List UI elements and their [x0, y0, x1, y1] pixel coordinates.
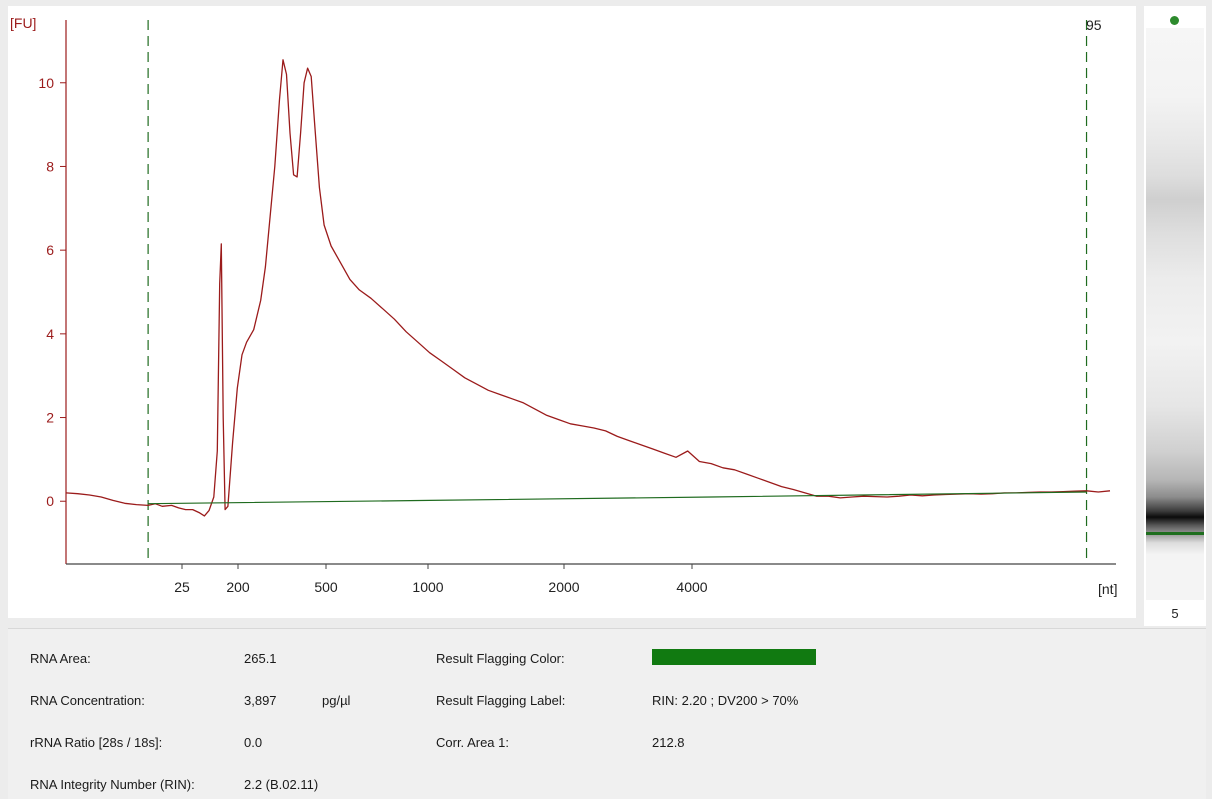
gel-band-strip — [1146, 28, 1204, 600]
x-tick-label: 500 — [314, 579, 338, 595]
rna-area-label: RNA Area: — [30, 651, 91, 666]
corr-area-value: 212.8 — [652, 735, 685, 750]
result-flagging-label-label: Result Flagging Label: — [436, 693, 566, 708]
y-tick-label: 8 — [46, 158, 54, 174]
result-flagging-color-swatch — [652, 649, 816, 665]
upper-marker-label: 95 — [1086, 17, 1102, 33]
rna-area-value: 265.1 — [244, 651, 277, 666]
corr-area-label: Corr. Area 1: — [436, 735, 509, 750]
fluorescence-trace — [65, 59, 1111, 517]
x-tick-label: 25 — [174, 579, 190, 595]
y-tick-label: 4 — [46, 326, 54, 342]
rna-concentration-label: RNA Concentration: — [30, 693, 145, 708]
rin-value: 2.2 (B.02.11) — [244, 777, 319, 792]
x-tick-label: 4000 — [676, 579, 707, 595]
rna-concentration-unit: pg/µl — [322, 693, 351, 708]
baseline-trace — [148, 491, 1087, 505]
result-flagging-color-label: Result Flagging Color: — [436, 651, 565, 666]
rin-label: RNA Integrity Number (RIN): — [30, 777, 195, 792]
lane-status-icon — [1170, 16, 1179, 25]
electropherogram-panel: 0 2 4 6 8 10 25 200 500 1000 2000 4000 [FU] [nt] 95 — [8, 6, 1136, 618]
y-tick-label: 2 — [46, 410, 54, 426]
rrna-ratio-value: 0.0 — [244, 735, 263, 750]
rna-concentration-value: 3,897 — [244, 693, 277, 708]
y-tick-label: 6 — [46, 242, 54, 258]
results-panel: RNA Area: 265.1 Result Flagging Color: R… — [8, 628, 1206, 799]
result-flagging-label-value: RIN: 2.20 ; DV200 > 70% — [652, 693, 799, 708]
y-tick-label: 10 — [38, 75, 54, 91]
gel-marker-line — [1146, 532, 1204, 535]
y-tick-label: 0 — [46, 493, 54, 509]
y-axis-unit: [FU] — [10, 15, 36, 31]
x-tick-label: 1000 — [412, 579, 443, 595]
x-axis-unit: [nt] — [1098, 581, 1117, 597]
electropherogram-chart: 0 2 4 6 8 10 25 200 500 1000 2000 4000 [FU] [nt] 95 — [10, 15, 1117, 597]
x-tick-label: 2000 — [548, 579, 579, 595]
gel-lane-number: 5 — [1171, 606, 1179, 621]
x-tick-label: 200 — [226, 579, 250, 595]
gel-lane: 5 — [1144, 6, 1206, 626]
rrna-ratio-label: rRNA Ratio [28s / 18s]: — [30, 735, 163, 750]
